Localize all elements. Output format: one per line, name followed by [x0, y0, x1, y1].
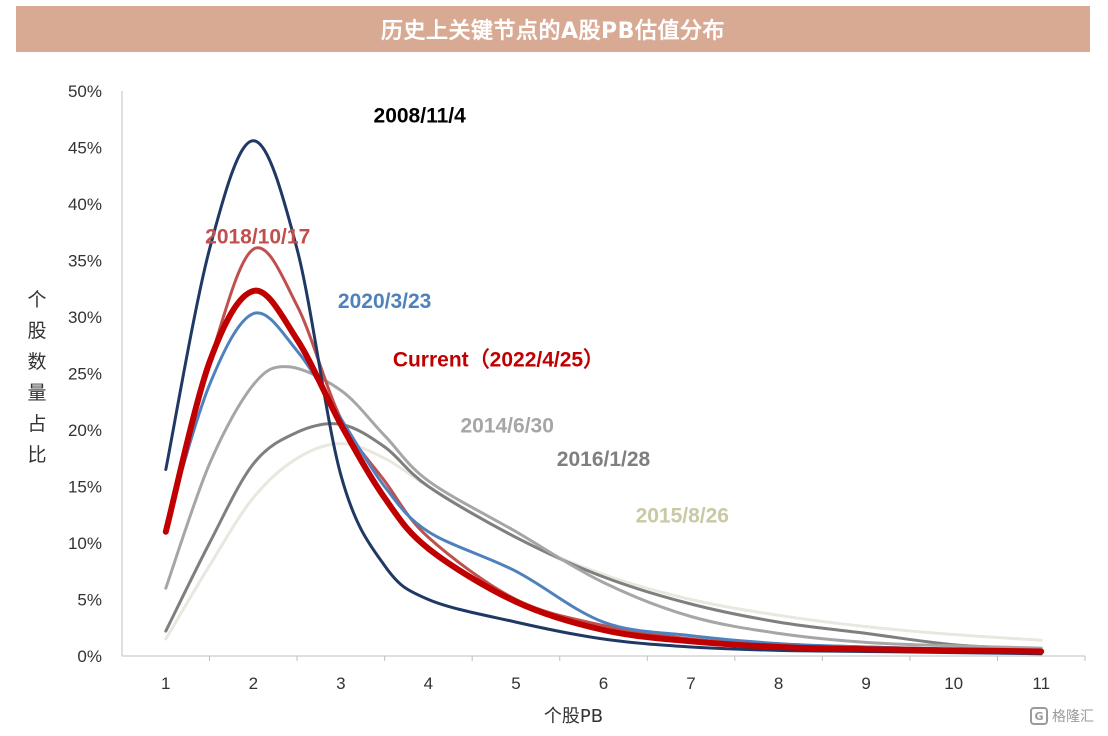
chart-title: 历史上关键节点的A股PB估值分布 — [381, 19, 725, 44]
x-tick-label: 4 — [424, 674, 433, 693]
series-line-0 — [164, 442, 1043, 642]
y-axis-label: 个股数量占比 — [27, 289, 46, 466]
x-tick-label: 5 — [511, 674, 520, 693]
x-tick-label: 11 — [1032, 674, 1050, 693]
y-tick-label: 20% — [68, 421, 102, 440]
y-tick-label: 5% — [77, 591, 102, 610]
x-tick-label: 7 — [686, 674, 695, 693]
y-tick-label: 0% — [77, 647, 102, 666]
series-line-6 — [162, 287, 1045, 655]
x-tick-label: 1 — [161, 674, 170, 693]
series-label-1: 2018/10/17 — [205, 226, 310, 249]
x-axis-label: 个股PB — [544, 706, 603, 727]
x-tick-label: 9 — [861, 674, 870, 693]
series-label-0: 2008/11/4 — [374, 105, 467, 128]
series-label-3: Current（2022/4/25） — [393, 348, 604, 372]
x-tick-label: 8 — [774, 674, 783, 693]
y-tick-label: 15% — [68, 478, 102, 497]
x-tick-label: 6 — [599, 674, 608, 693]
title-bar: 历史上关键节点的A股PB估值分布 — [16, 6, 1090, 52]
series-line-1 — [164, 422, 1043, 651]
y-tick-label: 45% — [68, 139, 102, 158]
y-tick-label: 35% — [68, 252, 102, 271]
y-tick-label: 10% — [68, 534, 102, 553]
watermark-logo-icon: G — [1030, 707, 1048, 725]
watermark-text: 格隆汇 — [1052, 709, 1094, 725]
x-tick-label: 10 — [944, 674, 963, 693]
y-tick-label: 40% — [68, 195, 102, 214]
series-label-4: 2014/6/30 — [460, 414, 553, 437]
x-tick-label: 3 — [336, 674, 345, 693]
series-label-2: 2020/3/23 — [338, 290, 431, 313]
series-line-2 — [164, 365, 1043, 650]
x-tick-label: 2 — [249, 674, 258, 693]
y-tick-label: 30% — [68, 308, 102, 327]
watermark: G 格隆汇 — [1030, 706, 1094, 726]
series-label-6: 2015/8/26 — [636, 505, 729, 528]
series-label-5: 2016/1/28 — [557, 448, 651, 471]
y-tick-label: 25% — [68, 365, 102, 384]
y-tick-label: 50% — [68, 82, 102, 101]
